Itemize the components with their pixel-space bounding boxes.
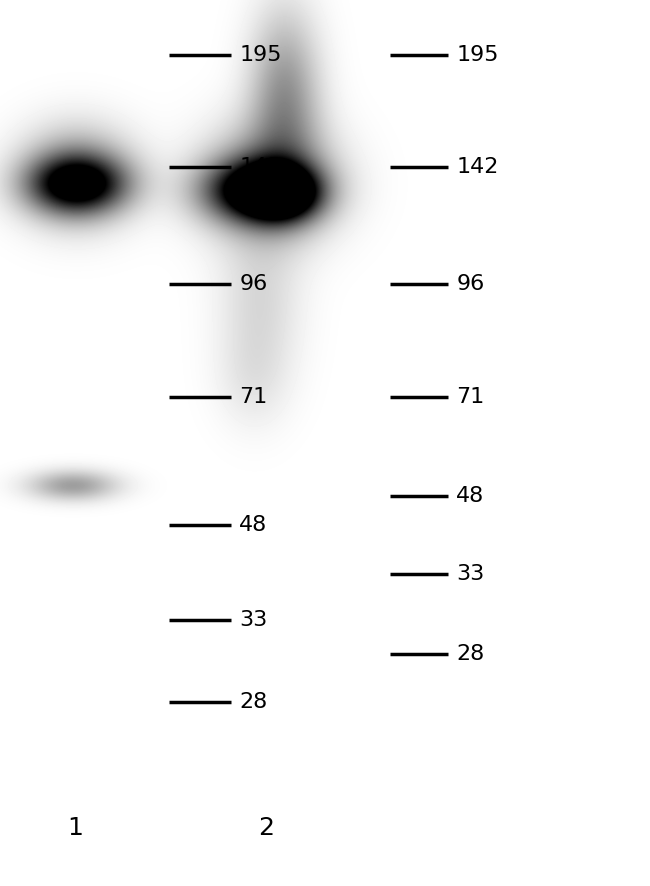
Text: 1: 1 bbox=[67, 816, 83, 841]
Text: 71: 71 bbox=[456, 387, 484, 407]
Text: 195: 195 bbox=[239, 45, 281, 65]
Text: 33: 33 bbox=[239, 610, 267, 630]
Text: 96: 96 bbox=[239, 274, 267, 293]
Text: 96: 96 bbox=[456, 274, 484, 293]
Text: 33: 33 bbox=[456, 564, 484, 584]
Text: 28: 28 bbox=[239, 692, 267, 711]
Text: 142: 142 bbox=[239, 157, 281, 176]
Text: 48: 48 bbox=[456, 486, 484, 506]
Text: 71: 71 bbox=[239, 387, 267, 407]
Text: 2: 2 bbox=[259, 816, 274, 841]
Text: 142: 142 bbox=[456, 157, 499, 176]
Text: 48: 48 bbox=[239, 515, 267, 534]
Text: 28: 28 bbox=[456, 644, 484, 664]
Text: 195: 195 bbox=[456, 45, 499, 65]
